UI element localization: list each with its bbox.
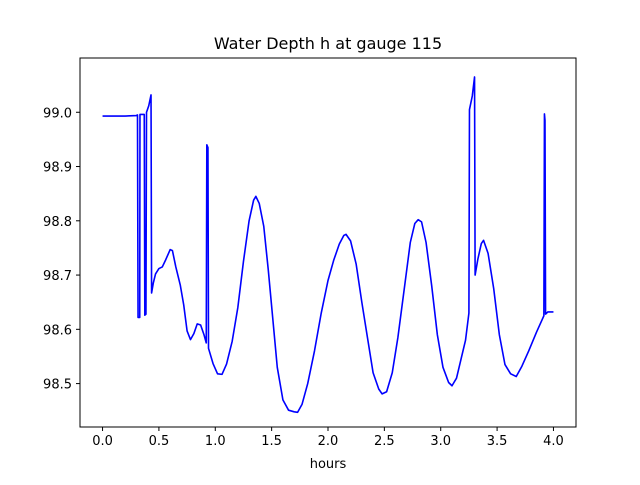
y-tick-label: 98.9 [43, 161, 72, 176]
x-tick-label: 0.0 [92, 434, 113, 449]
x-tick-label: 2.0 [318, 434, 339, 449]
chart-title: Water Depth h at gauge 115 [214, 34, 442, 53]
y-tick-label: 99.0 [43, 106, 72, 121]
y-tick-label: 98.6 [43, 323, 72, 338]
axes: 0.0 0.5 1.0 1.5 2.0 2.5 3.0 3.5 4.0 98.5 98.6 98.7 9… [43, 57, 577, 449]
x-tick-label: 1.5 [261, 434, 282, 449]
x-tick-label: 3.5 [487, 434, 508, 449]
y-tick-label: 98.8 [43, 215, 72, 230]
x-tick-label: 4.0 [543, 434, 564, 449]
y-tick-label: 98.5 [43, 378, 72, 393]
series-line-1 [102, 76, 554, 414]
x-tick-label: 1.0 [205, 434, 226, 449]
x-tick-label: 3.0 [430, 434, 451, 449]
x-tick-label: 2.5 [374, 434, 395, 449]
plot-area [102, 76, 554, 414]
x-axis-label: hours [310, 457, 347, 472]
x-tick-label: 0.5 [149, 434, 170, 449]
y-tick-label: 98.7 [43, 269, 72, 284]
